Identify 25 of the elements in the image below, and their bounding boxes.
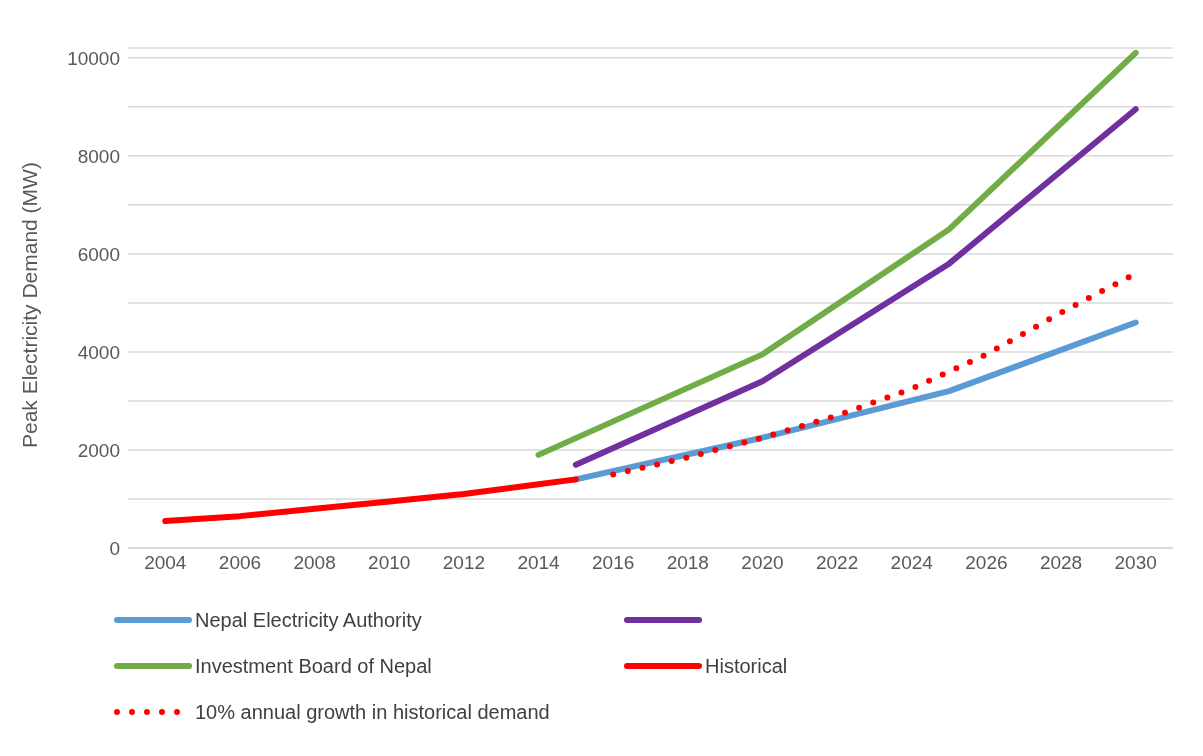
y-axis-title: Peak Electricity Demand (MW): [18, 162, 42, 448]
y-tick-label: 8000: [77, 145, 120, 167]
y-tick-label: 0: [109, 537, 120, 559]
x-tick-label: 2008: [293, 552, 336, 574]
x-tick-label: 2004: [144, 552, 187, 574]
legend-label: Nepal Electricity Authority: [195, 608, 422, 632]
x-tick-label: 2020: [741, 552, 784, 574]
legend-label: Investment Board of Nepal: [195, 654, 432, 678]
y-tick-label: 6000: [77, 243, 120, 265]
x-tick-label: 2012: [442, 552, 486, 574]
x-tick-label: 2006: [218, 552, 262, 574]
x-tick-label: 2014: [517, 552, 561, 574]
y-tick-label: 10000: [67, 47, 120, 69]
x-tick-label: 2018: [666, 552, 709, 574]
x-tick-label: 2030: [1114, 552, 1157, 574]
legend-label: 10% annual growth in historical demand: [195, 700, 550, 724]
x-tick-label: 2026: [965, 552, 1008, 574]
y-tick-label: 4000: [77, 341, 120, 363]
y-tick-label: 2000: [77, 439, 120, 461]
x-tick-label: 2022: [815, 552, 859, 574]
x-tick-label: 2010: [368, 552, 411, 574]
legend-label: Historical: [705, 654, 788, 678]
x-tick-label: 2024: [890, 552, 934, 574]
x-tick-label: 2028: [1039, 552, 1083, 574]
x-tick-label: 2016: [592, 552, 635, 574]
